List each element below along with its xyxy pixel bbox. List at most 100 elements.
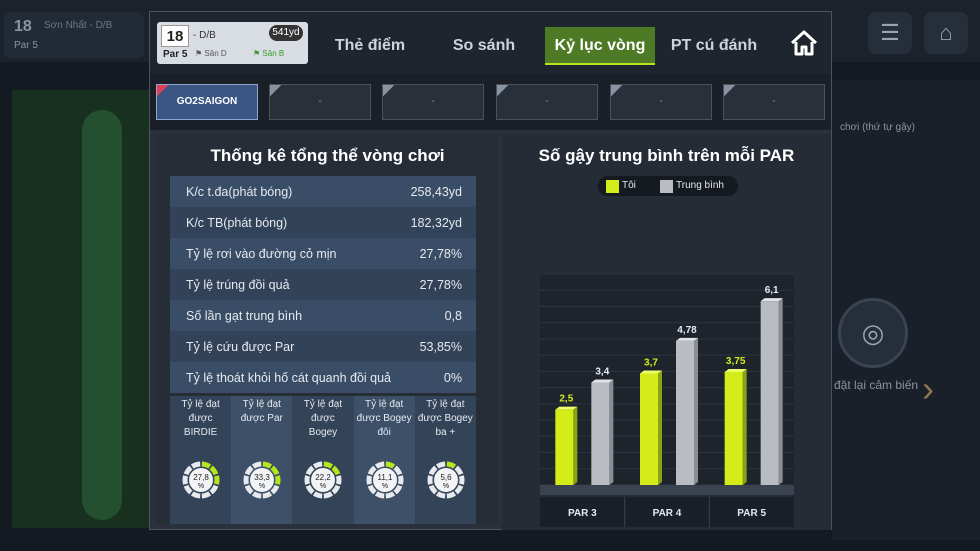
bar-top	[591, 379, 614, 383]
player-slot[interactable]: -	[496, 84, 598, 120]
bar-top	[676, 337, 698, 341]
bar-side	[694, 337, 698, 485]
stat-value: 27,78%	[419, 246, 462, 261]
background-home-icon[interactable]: ⌂	[924, 12, 968, 54]
sensor-icon[interactable]: ◎	[838, 298, 908, 368]
donut-segment	[304, 475, 311, 485]
stat-row: K/c t.đa(phát bóng) 258,43yd	[170, 176, 476, 207]
tab-compare[interactable]: So sánh	[452, 37, 516, 54]
bar-top	[640, 370, 662, 374]
score-rate-cell: Tỷ lệ đạt được BIRDIE 27,8%	[170, 396, 232, 524]
score-rate-cell: Tỷ lệ đạt được Bogey ba + 5,6%	[414, 396, 476, 524]
player-slot[interactable]: -	[610, 84, 712, 120]
home-icon[interactable]	[788, 28, 820, 58]
score-rate-value: 22,2	[316, 473, 332, 482]
score-rate-donut: 22,2%	[304, 461, 342, 499]
score-rate-value: 11,1	[377, 473, 393, 482]
donut-segment	[374, 461, 385, 469]
donut-segment	[385, 461, 395, 469]
overall-stats-panel: Thống kê tổng thể vòng chơi K/c t.đa(phá…	[156, 134, 499, 524]
donut-segment	[214, 475, 220, 485]
score-rate-label: Tỷ lệ đạt được Par	[240, 399, 283, 424]
score-rate-cell: Tỷ lệ đạt được Bogey 22,2%	[292, 396, 354, 524]
player-slot[interactable]: -	[723, 84, 825, 120]
stat-label: Tỷ lệ thoát khỏi hố cát quanh đồi quả	[186, 370, 392, 385]
donut-segment	[428, 484, 438, 495]
bar-value-label: 3,7	[644, 357, 658, 368]
donut-segment	[446, 491, 456, 499]
donut-segment	[183, 484, 193, 495]
stat-row: Tỷ lệ thoát khỏi hố cát quanh đồi quả 0%	[170, 362, 476, 393]
tee-label: - D/B	[193, 30, 216, 41]
background-par: Par 5	[14, 40, 38, 51]
bar	[555, 409, 574, 485]
score-rate-unit: %	[443, 483, 449, 490]
stats-table: K/c t.đa(phát bóng) 258,43yd K/c TB(phát …	[170, 176, 476, 393]
donut-segment	[244, 484, 254, 495]
background-hole-info: 18 Par 5 Sơn Nhất - D/B	[4, 12, 144, 58]
donut-segment	[183, 465, 193, 476]
donut-segment	[392, 465, 402, 476]
bar	[676, 340, 694, 485]
score-rate-donut: 5,6%	[427, 461, 465, 499]
donut-segment	[182, 475, 188, 485]
category-label: PAR 3	[568, 508, 597, 519]
player-slot[interactable]: -	[269, 84, 371, 120]
bar-top	[724, 368, 747, 372]
stat-value: 258,43yd	[410, 184, 462, 199]
bar	[591, 382, 610, 485]
donut-segment	[306, 484, 315, 495]
yardage-badge: 541yd	[269, 25, 303, 41]
legend-swatch-avg	[660, 180, 673, 193]
donut-segment	[454, 465, 464, 476]
legend-label-mine: Tôi	[622, 180, 636, 191]
stat-label: Tỷ lệ cứu được Par	[186, 339, 295, 354]
stat-row: Số lần gạt trung bình 0,8	[170, 300, 476, 331]
bar-value-label: 4,78	[677, 325, 697, 336]
category-label: PAR 5	[737, 508, 766, 519]
tab-round-record[interactable]: Kỷ lục vòng	[545, 27, 655, 65]
stat-value: 0%	[443, 370, 462, 385]
score-rate-cell: Tỷ lệ đạt được Par 33,3%	[231, 396, 293, 524]
bar	[640, 373, 658, 485]
next-arrow-icon[interactable]: ›	[922, 368, 934, 409]
stat-row: Tỷ lệ trúng đồi quả 27,78%	[170, 269, 476, 300]
tab-scorecard[interactable]: Thẻ điểm	[334, 37, 406, 54]
modal-header: 18 Par 5 - D/B 541yd ⚑ Sân D ⚑ Sân B Thẻ…	[150, 12, 831, 74]
player-slot[interactable]: -	[382, 84, 484, 120]
stat-label: Tỷ lệ rơi vào đường cỏ mịn	[186, 246, 337, 261]
stats-title: Thống kê tổng thể vòng chơi	[210, 146, 445, 165]
donut-segment	[446, 461, 456, 469]
chart-base	[540, 485, 794, 495]
donut-segment	[190, 461, 201, 469]
player-slot[interactable]: GO2SAIGON	[156, 84, 258, 120]
menu-icon[interactable]: ☰	[868, 12, 912, 54]
score-rate-value: 27,8	[193, 473, 209, 482]
donut-segment	[270, 465, 280, 476]
score-rate-unit: %	[259, 483, 265, 490]
donut-segment	[313, 461, 323, 469]
bar	[760, 301, 779, 485]
stat-label: Số lần gạt trung bình	[186, 308, 303, 323]
donut-segment	[209, 484, 219, 495]
donut-segment	[209, 465, 219, 476]
category-band	[540, 497, 794, 527]
bar-value-label: 3,4	[595, 367, 609, 378]
donut-center	[189, 468, 213, 492]
stat-label: K/c t.đa(phát bóng)	[186, 184, 293, 199]
score-rate-value: 5,6	[440, 473, 452, 482]
bar-value-label: 3,75	[726, 356, 746, 367]
donut-segment	[336, 475, 342, 485]
donut-segment	[262, 491, 273, 499]
donut-segment	[243, 475, 250, 485]
avg-strokes-chart: PAR 3 2,5 3,4 PAR 4 3,7 4,78 PAR 5 3,75 6,1	[540, 273, 794, 527]
hole-badge: 18 Par 5 - D/B 541yd ⚑ Sân D ⚑ Sân B	[157, 22, 308, 64]
donut-segment	[392, 484, 402, 495]
tab-shot-analysis[interactable]: PT cú đánh	[670, 37, 758, 54]
score-rate-label: Tỷ lệ đạt được Bogey đôi	[356, 399, 412, 438]
stat-row: Tỷ lệ rơi vào đường cỏ mịn 27,78%	[170, 238, 476, 269]
bar-side	[658, 370, 662, 485]
background-hole-number: 18	[14, 18, 32, 35]
background-course-map	[12, 90, 150, 528]
stat-value: 182,32yd	[410, 215, 462, 230]
